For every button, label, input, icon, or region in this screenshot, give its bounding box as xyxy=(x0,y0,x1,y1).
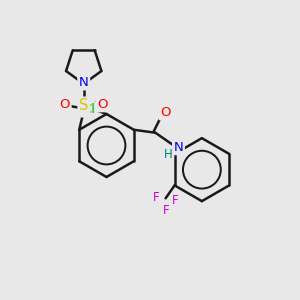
Text: F: F xyxy=(172,194,179,207)
Text: Cl: Cl xyxy=(82,103,95,116)
Text: F: F xyxy=(163,204,170,217)
Text: O: O xyxy=(98,98,108,111)
Text: H: H xyxy=(164,148,173,161)
Text: F: F xyxy=(152,191,159,204)
Text: N: N xyxy=(174,141,183,154)
Text: S: S xyxy=(79,98,88,113)
Text: N: N xyxy=(79,76,88,89)
Text: O: O xyxy=(160,106,170,119)
Text: O: O xyxy=(60,98,70,111)
